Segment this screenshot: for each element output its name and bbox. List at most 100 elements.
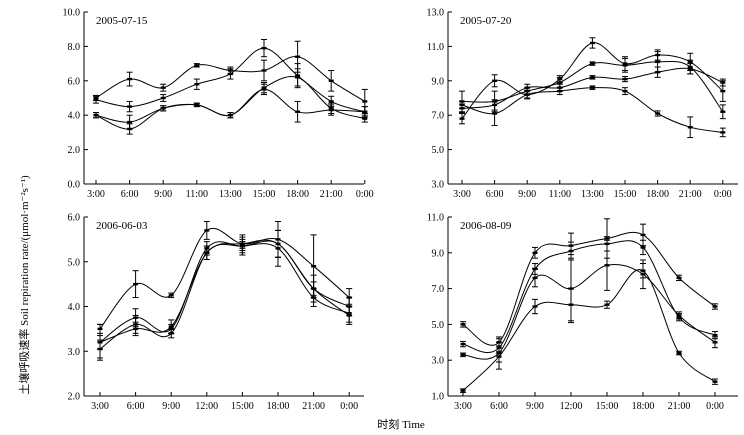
data-point (133, 282, 139, 286)
x-tick-label: 15:00 (231, 401, 254, 412)
data-point (524, 93, 530, 96)
data-point (227, 114, 233, 117)
series-line-s4 (99, 243, 350, 350)
data-point (194, 83, 200, 86)
x-tick-label: 18:00 (646, 189, 669, 200)
x-tick-label: 0:00 (340, 401, 358, 412)
x-tick-label: 0:00 (714, 189, 732, 200)
x-tick-label: 18:00 (632, 401, 655, 412)
data-point (133, 323, 139, 326)
x-tick-label: 6:00 (127, 401, 145, 412)
y-tick-label: 5.0 (432, 145, 445, 156)
x-tick-label: 21:00 (679, 189, 702, 200)
y-tick-label: 0.0 (68, 180, 81, 191)
x-tick-label: 0:00 (356, 189, 374, 200)
data-point (194, 64, 200, 67)
data-point (460, 342, 466, 346)
y-tick-label: 5.0 (432, 320, 445, 331)
data-point (720, 110, 726, 113)
x-tick-label: 18:00 (286, 189, 309, 200)
data-point (557, 89, 563, 93)
x-tick-label: 21:00 (302, 401, 325, 412)
data-point (295, 76, 301, 79)
y-tick-label: 2.0 (68, 145, 81, 156)
data-point (622, 77, 628, 81)
x-tick-label: 15:00 (253, 189, 276, 200)
y-tick-label: 9.0 (432, 76, 445, 87)
y-tick-label: 3.0 (432, 180, 445, 191)
data-point (496, 355, 502, 358)
data-point (568, 303, 574, 306)
data-point (362, 110, 368, 113)
data-point (328, 108, 334, 112)
data-point (532, 251, 538, 254)
data-point (687, 126, 693, 129)
data-point (459, 103, 465, 107)
chart-panel-2006-08-09: 1.0 3.0 5.0 7.0 9.0 11.0 3:00 6:00 9:00 12:00 15:0… (427, 213, 738, 412)
y-tick-label: 5.0 (68, 257, 81, 268)
data-point (589, 62, 595, 65)
data-point (160, 96, 166, 100)
x-tick-label: 6:00 (486, 189, 504, 200)
series-line-s1 (99, 227, 350, 330)
data-point (97, 347, 103, 351)
data-point (568, 249, 574, 253)
series-line-s3 (462, 264, 716, 360)
data-point (168, 325, 174, 328)
data-point (311, 296, 317, 299)
y-axis-title: 土壤呼吸速率 Soil repiration rate/(μmol·m⁻²s⁻¹… (17, 175, 31, 395)
x-tick-label: 9:00 (154, 189, 172, 200)
y-tick-label: 4.0 (68, 111, 81, 122)
data-point (160, 107, 166, 110)
data-point (589, 76, 595, 79)
data-point (712, 380, 718, 383)
data-point (712, 333, 718, 337)
data-point (622, 64, 628, 67)
data-point (655, 71, 661, 74)
data-point (127, 127, 133, 131)
x-tick-label: 3:00 (87, 189, 105, 200)
y-tick-label: 3.0 (432, 356, 445, 367)
data-point (261, 88, 267, 91)
data-point (720, 81, 726, 84)
data-point (127, 77, 133, 81)
data-point (524, 86, 530, 89)
data-point (168, 294, 174, 297)
x-tick-label: 12:00 (195, 401, 218, 412)
data-point (655, 112, 661, 115)
chart-panel-2005-07-15: 0.0 2.0 4.0 6.0 8.0 10.0 3:00 6:00 9:00 11:00 13:0… (63, 8, 374, 201)
x-tick-label: 11:00 (186, 189, 208, 200)
x-tick-label: 0:00 (706, 401, 724, 412)
data-point (655, 60, 661, 64)
data-point (239, 244, 245, 248)
data-point (604, 264, 610, 267)
panel-date-label: 2005-07-20 (460, 15, 512, 27)
x-tick-label: 9:00 (162, 401, 180, 412)
data-point (459, 117, 465, 120)
x-tick-label: 11:00 (549, 189, 571, 200)
data-point (640, 246, 646, 249)
x-tick-label: 9:00 (518, 189, 536, 200)
data-point (127, 120, 133, 124)
x-axis-title: 时刻 Time (377, 417, 425, 431)
series-line-s4 (461, 87, 723, 133)
data-point (589, 86, 595, 89)
panel-date-label: 2006-06-03 (96, 220, 148, 232)
series-line-s2 (462, 240, 716, 353)
data-point (640, 233, 646, 237)
y-tick-label: 13.0 (427, 8, 445, 19)
data-point (93, 98, 99, 101)
y-tick-label: 4.0 (68, 302, 81, 313)
y-tick-label: 11.0 (427, 213, 444, 224)
x-tick-label: 13:00 (219, 189, 242, 200)
x-tick-label: 3:00 (453, 189, 471, 200)
data-point (311, 265, 317, 268)
x-tick-label: 21:00 (320, 189, 343, 200)
data-point (261, 69, 267, 72)
x-tick-label: 9:00 (526, 401, 544, 412)
data-point (295, 110, 301, 113)
data-point (720, 131, 726, 134)
data-point (687, 67, 693, 70)
data-point (194, 103, 200, 107)
